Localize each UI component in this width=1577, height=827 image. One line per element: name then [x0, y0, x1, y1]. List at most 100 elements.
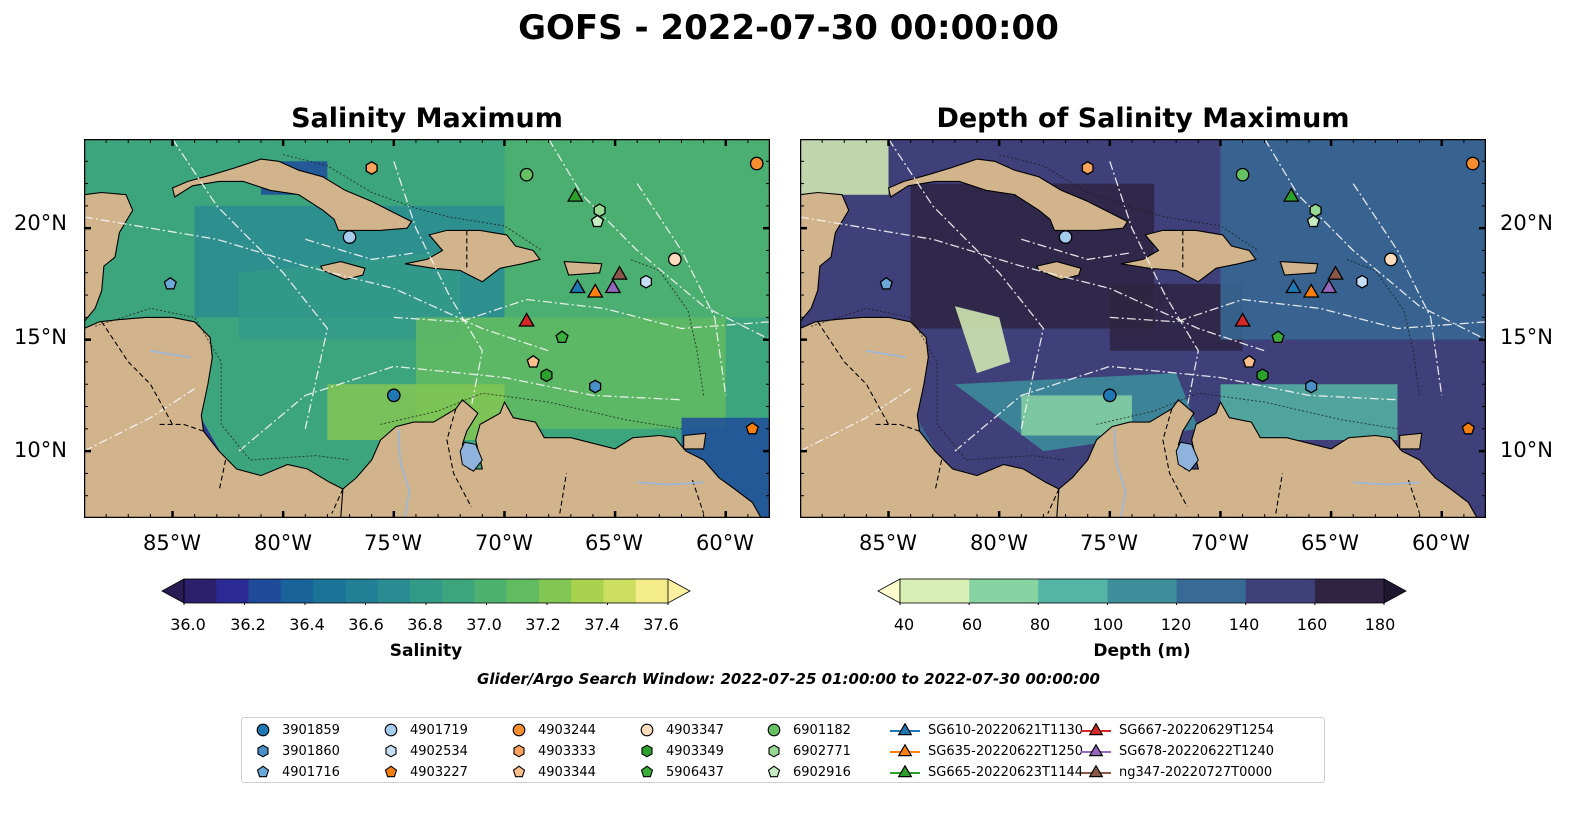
legend-entry: 4903227: [380, 762, 468, 782]
legend-label: SG678-20220622T1240: [1119, 743, 1275, 759]
legend-entry: 4903347: [636, 720, 724, 740]
glider-SG635-20220622T1250: [586, 283, 604, 298]
float-4903344: [526, 354, 540, 368]
glider-marker-icon: [890, 764, 920, 778]
glider-marker-icon: [1081, 722, 1111, 736]
depth-colorbar-tick: 80: [1029, 615, 1051, 634]
float-marker-icon: [384, 765, 398, 778]
salinity-colorbar: [161, 578, 691, 605]
legend-label: 4903227: [410, 764, 468, 780]
x-tick-left-70w: 70°W: [475, 531, 533, 555]
salinity-maximum-map: [84, 139, 770, 518]
glider-SG665-20220623T1144: [566, 187, 584, 202]
float-5906437: [1271, 330, 1285, 344]
legend-label: 6901182: [793, 722, 851, 738]
legend-label: 4903349: [666, 743, 724, 759]
float-4903227: [1461, 421, 1475, 435]
float-marker-icon: [256, 765, 270, 778]
x-tick-right-75w: 75°W: [1080, 531, 1138, 555]
float-4901716: [879, 276, 893, 290]
float-4903333: [365, 161, 378, 175]
legend-label: 4903244: [538, 722, 596, 738]
legend-label: ng347-20220727T0000: [1119, 764, 1273, 780]
salinity-colorbar-tick: 36.4: [289, 615, 325, 634]
y-tick-left-10n: 10°N: [14, 438, 67, 462]
legend-label: 4903344: [538, 764, 596, 780]
glider-SG635-20220622T1250: [1302, 283, 1320, 298]
float-marker-icon: [767, 765, 781, 778]
glider-SG667-20220629T1254: [1234, 312, 1251, 327]
y-tick-left-15n: 15°N: [14, 325, 67, 349]
float-marker-icon: [768, 744, 780, 758]
legend-entry: 4903244: [508, 720, 596, 740]
glider-ng347-20220727T0000: [1327, 265, 1344, 280]
legend-entry: 3901859: [252, 720, 340, 740]
legend-entry: 4901719: [380, 720, 468, 740]
float-marker-icon: [385, 744, 397, 758]
depth-of-salinity-maximum-map: [800, 139, 1486, 518]
float-6902771: [1309, 203, 1322, 218]
legend-entry: SG665-20220623T1144: [890, 762, 1083, 782]
salinity-colorbar-tick: 36.8: [407, 615, 443, 634]
salinity-colorbar-tick: 37.2: [525, 615, 561, 634]
legend-entry: 6901182: [763, 720, 851, 740]
legend-entry: ng347-20220727T0000: [1081, 762, 1272, 782]
x-tick-left-75w: 75°W: [364, 531, 422, 555]
x-tick-right-65w: 65°W: [1301, 531, 1359, 555]
legend-entry: 5906437: [636, 762, 724, 782]
float-5906437: [555, 330, 569, 344]
depth-colorbar-tick: 60: [961, 615, 983, 634]
depth-colorbar-tick: 40: [893, 615, 915, 634]
legend-label: 4903333: [538, 743, 596, 759]
legend-entry: 6902916: [763, 762, 851, 782]
float-4903244: [1465, 156, 1480, 171]
legend-entry: SG635-20220622T1250: [890, 741, 1083, 761]
glider-SG667-20220629T1254: [518, 312, 535, 327]
panel-title-depth: Depth of Salinity Maximum: [936, 103, 1350, 134]
x-tick-left-65w: 65°W: [585, 531, 643, 555]
x-tick-left-80w: 80°W: [254, 531, 312, 555]
float-marker-icon: [512, 723, 526, 737]
glider-SG678-20220622T1240: [1320, 278, 1338, 294]
salinity-colorbar-tick: 37.4: [584, 615, 620, 634]
float-marker-icon: [384, 723, 398, 737]
figure-title: GOFS - 2022-07-30 00:00:00: [518, 8, 1059, 48]
float-6901182: [1235, 167, 1250, 182]
glider-marker-icon: [890, 743, 920, 757]
depth-colorbar-tick: 180: [1364, 615, 1396, 634]
x-tick-right-80w: 80°W: [970, 531, 1028, 555]
legend-label: 4901719: [410, 722, 468, 738]
y-tick-left-20n: 20°N: [14, 211, 67, 235]
legend-entry: 4903333: [508, 741, 596, 761]
legend-label: SG610-20220621T1130: [928, 722, 1084, 738]
float-3901859: [1102, 388, 1117, 403]
float-3901859: [386, 388, 401, 403]
glider-marker-icon: [1081, 743, 1111, 757]
legend-label: 4902534: [410, 743, 468, 759]
legend-entry: 3901860: [252, 741, 340, 761]
depth-colorbar-tick: 100: [1092, 615, 1124, 634]
legend-entry: SG610-20220621T1130: [890, 720, 1083, 740]
float-marker-icon: [512, 765, 526, 778]
float-marker-icon: [513, 744, 525, 758]
float-marker-icon: [257, 744, 269, 758]
legend-label: 6902771: [793, 743, 851, 759]
y-tick-right-10n: 10°N: [1500, 438, 1553, 462]
float-4902534: [640, 274, 653, 289]
float-marker-icon: [641, 744, 653, 758]
float-4903227: [745, 421, 759, 435]
float-4903347: [1383, 252, 1398, 267]
salinity-colorbar-label: Salinity: [389, 641, 463, 661]
legend-label: 4903347: [666, 722, 724, 738]
legend-entry: 4903344: [508, 762, 596, 782]
legend-label: 3901860: [282, 743, 340, 759]
search-window-note: Glider/Argo Search Window: 2022-07-25 01…: [477, 670, 1100, 688]
legend: 3901859 3901860 4901716 4901719 4902534 49032…: [241, 717, 1325, 783]
depth-colorbar-tick: 120: [1160, 615, 1192, 634]
legend-label: SG667-20220629T1254: [1119, 722, 1275, 738]
glider-marker-icon: [890, 722, 920, 736]
glider-SG665-20220623T1144: [1282, 187, 1300, 202]
float-3901860: [1305, 379, 1318, 394]
legend-entry: 4901716: [252, 762, 340, 782]
depth-colorbar: [877, 578, 1407, 605]
